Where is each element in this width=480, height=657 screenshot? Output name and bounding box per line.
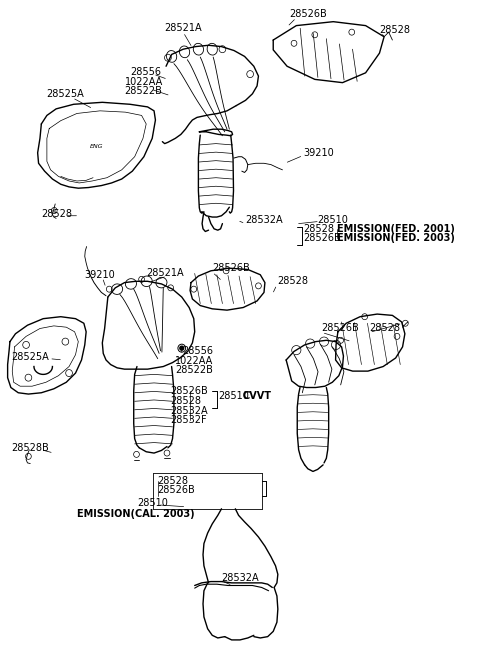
Text: 28526B: 28526B	[303, 233, 340, 243]
Text: 28526B: 28526B	[289, 9, 327, 19]
Text: 28532A: 28532A	[221, 573, 259, 583]
Text: 1022AA: 1022AA	[175, 356, 214, 367]
Text: EMISSION(CAL. 2003): EMISSION(CAL. 2003)	[77, 509, 194, 519]
Text: 28532F: 28532F	[171, 415, 207, 425]
Text: 28528: 28528	[380, 25, 410, 35]
Text: 28528: 28528	[277, 277, 308, 286]
Text: 28532A: 28532A	[245, 215, 283, 225]
Text: 28526B: 28526B	[171, 386, 208, 396]
Text: EMISSION(FED. 2003): EMISSION(FED. 2003)	[337, 233, 455, 243]
Text: 28532A: 28532A	[171, 406, 208, 416]
Text: 28526B: 28526B	[212, 263, 250, 273]
Text: 28510: 28510	[137, 498, 168, 508]
Text: 39210: 39210	[85, 270, 116, 280]
Text: 28528B: 28528B	[11, 443, 48, 453]
Text: 28510: 28510	[218, 391, 249, 401]
Text: EMISSION(FED. 2001): EMISSION(FED. 2001)	[337, 224, 455, 234]
Text: 28525A: 28525A	[46, 89, 84, 99]
Text: 39210: 39210	[303, 148, 334, 158]
Text: 28528: 28528	[369, 323, 400, 334]
Text: 1022AA: 1022AA	[124, 77, 163, 87]
Text: 28522B: 28522B	[175, 365, 213, 375]
Text: 28528: 28528	[303, 224, 334, 234]
Text: 28556: 28556	[130, 66, 161, 76]
Text: 28521A: 28521A	[164, 23, 202, 34]
Text: 28525A: 28525A	[11, 351, 48, 362]
Text: 28521A: 28521A	[146, 269, 184, 279]
Text: 28522B: 28522B	[124, 86, 162, 96]
Circle shape	[180, 346, 184, 350]
Text: 28556: 28556	[182, 346, 213, 357]
Text: 28528: 28528	[171, 396, 202, 405]
Text: CVVT: CVVT	[242, 391, 271, 401]
Text: 28526B: 28526B	[322, 323, 360, 334]
Text: 28526B: 28526B	[158, 486, 195, 495]
Text: 28528: 28528	[158, 476, 189, 486]
Text: 28510: 28510	[317, 215, 348, 225]
Text: 28528: 28528	[41, 209, 72, 219]
Text: ENG: ENG	[90, 144, 104, 148]
